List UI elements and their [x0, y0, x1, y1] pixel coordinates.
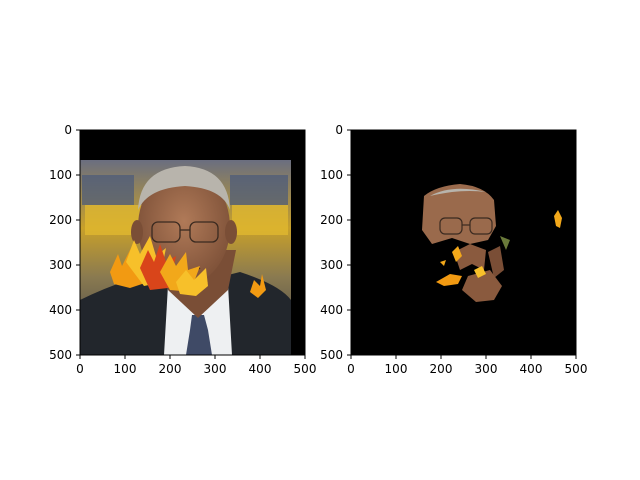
left-xtick-label: 300 — [204, 362, 227, 376]
left-xtick-label: 500 — [294, 362, 317, 376]
right-y-ticks — [347, 129, 351, 356]
maple-leaves-mask — [436, 210, 562, 286]
left-xtick-label: 400 — [249, 362, 272, 376]
right-ytick-label: 100 — [320, 168, 343, 182]
right-mask-image — [351, 130, 576, 355]
right-ytick-label: 0 — [335, 123, 343, 137]
right-ytick-label: 300 — [320, 258, 343, 272]
left-ytick-label: 300 — [49, 258, 72, 272]
right-xtick-label: 100 — [385, 362, 408, 376]
right-xtick-label: 0 — [347, 362, 355, 376]
left-axes-frame — [79, 129, 306, 356]
left-ytick-label: 200 — [49, 213, 72, 227]
right-ytick-label: 200 — [320, 213, 343, 227]
left-ytick-label: 100 — [49, 168, 72, 182]
maple-leaves-left — [110, 236, 266, 298]
right-axes-frame — [350, 129, 577, 356]
left-y-ticks — [76, 129, 80, 356]
left-panel: 0 100 200 300 400 500 0 100 200 300 400 … — [49, 123, 316, 376]
right-ytick-label: 500 — [320, 348, 343, 362]
left-ytick-label: 0 — [64, 123, 72, 137]
right-xtick-label: 200 — [430, 362, 453, 376]
right-panel: 0 100 200 300 400 500 0 100 200 300 400 … — [320, 123, 587, 376]
left-xtick-label: 100 — [114, 362, 137, 376]
left-photo — [80, 130, 305, 355]
right-xtick-label: 500 — [565, 362, 588, 376]
right-ytick-label: 400 — [320, 303, 343, 317]
left-ytick-label: 500 — [49, 348, 72, 362]
right-xtick-label: 300 — [475, 362, 498, 376]
left-x-ticks — [79, 355, 306, 359]
right-x-ticks — [350, 355, 577, 359]
left-xtick-label: 200 — [159, 362, 182, 376]
left-xtick-label: 0 — [76, 362, 84, 376]
left-ytick-label: 400 — [49, 303, 72, 317]
right-xtick-label: 400 — [520, 362, 543, 376]
